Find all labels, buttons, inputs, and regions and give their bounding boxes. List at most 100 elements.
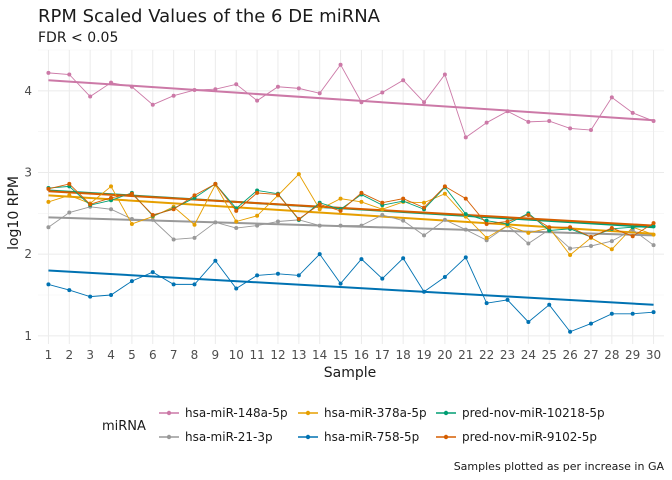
data-point — [630, 225, 635, 230]
data-point — [568, 225, 573, 230]
data-point — [255, 213, 260, 218]
series-line — [48, 173, 654, 256]
legend-label: hsa-miR-148a-5p — [185, 406, 288, 420]
data-point — [255, 98, 260, 103]
data-point — [171, 237, 176, 242]
x-tick-label: 30 — [646, 348, 661, 362]
data-point — [380, 200, 385, 205]
x-tick-label: 23 — [500, 348, 515, 362]
data-point — [67, 210, 72, 215]
data-point — [484, 235, 489, 240]
data-point — [526, 241, 531, 246]
data-point — [171, 93, 176, 98]
data-point — [338, 208, 343, 213]
data-point — [422, 289, 427, 294]
data-point — [547, 228, 552, 233]
data-point — [505, 109, 510, 114]
data-point — [234, 82, 239, 87]
data-point — [109, 80, 114, 85]
data-point — [296, 217, 301, 222]
data-point — [171, 207, 176, 212]
data-point — [442, 72, 447, 77]
x-tick-label: 10 — [229, 348, 244, 362]
x-tick-label: 6 — [149, 348, 157, 362]
trend-line — [48, 79, 654, 122]
x-tick-label: 17 — [375, 348, 390, 362]
x-tick-label: 9 — [212, 348, 220, 362]
legend-label: pred-nov-miR-9102-5p — [462, 430, 597, 444]
data-point — [67, 181, 72, 186]
data-point — [192, 282, 197, 287]
data-point — [317, 252, 322, 257]
y-tick-label: 2 — [24, 247, 32, 261]
data-point — [67, 72, 72, 77]
data-point — [359, 257, 364, 262]
x-tick-label: 26 — [562, 348, 577, 362]
x-tick-label: 27 — [583, 348, 598, 362]
y-tick-label: 1 — [24, 329, 32, 343]
data-point — [88, 202, 93, 207]
data-point — [338, 62, 343, 67]
data-point — [401, 196, 406, 201]
data-point — [129, 191, 134, 196]
data-point — [213, 87, 218, 92]
x-tick-label: 7 — [170, 348, 178, 362]
data-point — [609, 247, 614, 252]
data-point — [609, 311, 614, 316]
x-tick-label: 5 — [128, 348, 136, 362]
data-point — [651, 221, 656, 226]
data-point — [651, 119, 656, 124]
legend-key-point — [443, 410, 449, 416]
data-point — [463, 227, 468, 232]
data-point — [150, 212, 155, 217]
data-point — [213, 220, 218, 225]
data-point — [275, 192, 280, 197]
data-point — [630, 110, 635, 115]
x-tick-label: 15 — [333, 348, 348, 362]
data-point — [317, 207, 322, 212]
data-point — [484, 218, 489, 223]
trend-line — [48, 269, 654, 306]
y-tick-label: 4 — [24, 84, 32, 98]
data-point — [526, 230, 531, 235]
data-point — [380, 90, 385, 95]
series-line — [48, 253, 654, 333]
data-point — [568, 126, 573, 131]
data-point — [442, 275, 447, 280]
data-point — [359, 190, 364, 195]
data-point — [46, 282, 51, 287]
trend-line — [48, 190, 654, 227]
data-point — [359, 100, 364, 105]
series-line — [48, 63, 654, 139]
data-point — [651, 224, 656, 229]
data-point — [109, 184, 114, 189]
x-tick-label: 14 — [312, 348, 327, 362]
legend-label: hsa-miR-758-5p — [324, 430, 419, 444]
data-point — [609, 239, 614, 244]
x-tick-label: 8 — [191, 348, 199, 362]
data-point — [129, 221, 134, 226]
data-point — [588, 321, 593, 326]
data-point — [150, 270, 155, 275]
x-tick-label: 25 — [542, 348, 557, 362]
data-point — [109, 195, 114, 200]
data-point — [317, 91, 322, 96]
legend-label: hsa-miR-21-3p — [185, 430, 273, 444]
legend: miRNA hsa-miR-148a-5p hsa-miR-21-3p hsa-mi… — [102, 406, 605, 444]
data-point — [609, 226, 614, 231]
x-tick-label: 2 — [65, 348, 73, 362]
data-point — [46, 225, 51, 230]
data-point — [275, 84, 280, 89]
data-point — [505, 219, 510, 224]
data-point — [484, 221, 489, 226]
data-point — [568, 246, 573, 251]
data-point — [651, 243, 656, 248]
legend-key-point — [166, 410, 172, 416]
data-point — [442, 191, 447, 196]
caption: Samples plotted as per increase in GA — [454, 460, 665, 473]
legend-key-point — [305, 410, 311, 416]
x-tick-label: 22 — [479, 348, 494, 362]
data-point — [547, 225, 552, 230]
data-point — [317, 223, 322, 228]
